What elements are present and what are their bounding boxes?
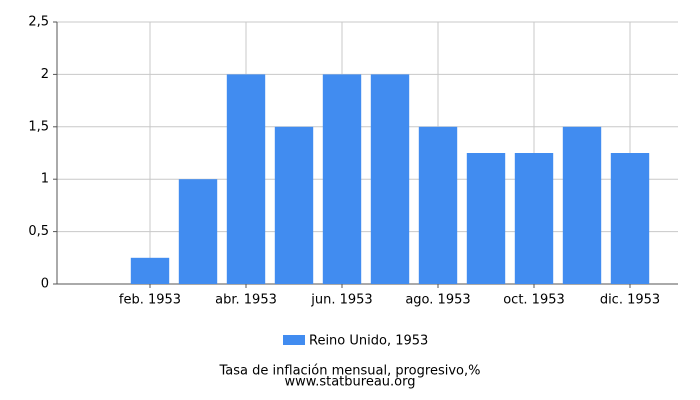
x-tick-label: jun. 1953	[310, 293, 372, 308]
bar	[274, 126, 314, 284]
x-axis-label: Tasa de inflación mensual, progresivo,%	[219, 364, 481, 379]
y-tick-label: 2,5	[28, 15, 49, 30]
y-tick-label: 1	[41, 172, 49, 187]
y-tick-label: 2	[41, 67, 49, 82]
y-tick-label: 1,5	[28, 119, 49, 134]
source: www.statbureau.org	[285, 375, 416, 390]
bar	[418, 126, 458, 284]
bar	[130, 257, 170, 284]
x-tick-label: abr. 1953	[215, 293, 277, 308]
legend-swatch	[283, 335, 305, 345]
bar	[562, 126, 602, 284]
x-tick-label: feb. 1953	[119, 293, 181, 308]
bar	[370, 74, 410, 285]
bar	[322, 74, 362, 285]
bar	[226, 74, 266, 285]
x-tick-label: dic. 1953	[600, 293, 660, 308]
legend-label: Reino Unido, 1953	[309, 334, 428, 349]
x-tick-label: oct. 1953	[503, 293, 565, 308]
bar	[610, 153, 650, 284]
bar	[514, 153, 554, 284]
x-tick-label: ago. 1953	[405, 293, 470, 308]
y-tick-label: 0	[41, 277, 49, 292]
bar	[178, 179, 218, 284]
bar	[466, 153, 506, 284]
y-tick-label: 0,5	[28, 224, 49, 239]
